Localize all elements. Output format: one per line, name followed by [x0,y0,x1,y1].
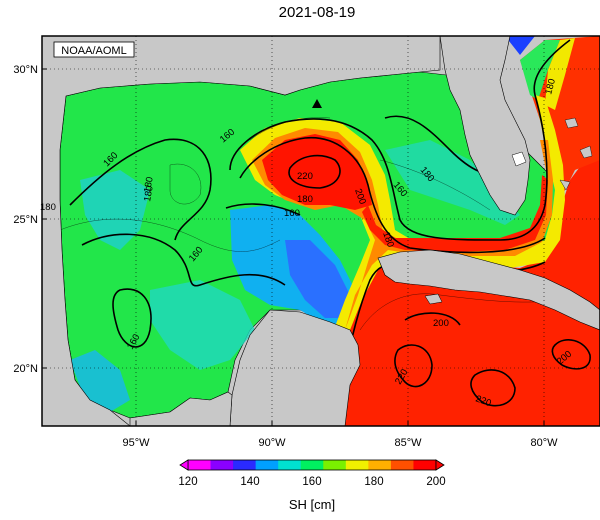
lon-label-85w: 85°W [394,437,422,449]
colorbar-cells [188,460,437,470]
contour-label: 180 [297,194,313,205]
colorbar-cell [345,460,369,470]
contour-label: 220 [474,393,493,409]
contour-160-central [81,233,286,287]
colorbar-cell [188,460,212,470]
contour-180-loop [229,39,571,241]
west-cool-patch [80,170,150,250]
contour-label: 180 [142,185,156,203]
colorbar: 120 140 160 180 200 SH [cm] [178,459,446,512]
bahamas-islands [559,117,593,191]
colorbar-cell [255,460,279,470]
colorbar-cell [368,460,392,470]
colorbar-tick-180: 180 [364,476,383,488]
colorbar-cell [278,460,302,470]
contour-220-east [470,369,516,407]
contour-label: 180 [380,230,396,249]
lat-label-30n: 30°N [13,64,38,76]
triangle-marker [312,99,322,108]
florida-peninsula [439,36,531,216]
atlantic-yellow-band [545,38,575,110]
contour-label: 200 [433,318,449,329]
contour-label: 180 [142,176,156,194]
ne-gulf-teal [385,140,520,225]
colorbar-cell [413,460,437,470]
colorbar-cell [233,460,257,470]
contour-220-cuba-south [394,344,433,388]
cuba-landmass [377,249,600,331]
contour-200-cuba [404,312,461,326]
colorbar-right-arrow [435,459,445,471]
contour-label: 160 [284,208,300,219]
warm-eddy [262,134,372,210]
atlantic-blue-corner [505,36,535,55]
lake-okeechobee [511,151,527,167]
graticule [42,36,600,426]
lon-label-95w: 95°W [122,437,150,449]
colorbar-tick-160: 160 [302,476,321,488]
source-label: NOAA/AOML [61,45,126,57]
source-label-box [53,41,135,58]
colorbar-cell [210,460,234,470]
colorbar-cell [323,460,347,470]
contour-200-east [551,339,591,370]
colorbar-left-arrow [179,459,189,471]
southern-mexico-coast [129,391,233,426]
mexico-landmass [42,36,441,426]
lon-label-90w: 90°W [258,437,286,449]
lat-label-20n: 20°N [13,363,38,375]
colorbar-label: SH [cm] [289,497,335,512]
thin-contours [59,117,561,331]
colorbar-cell [300,460,324,470]
contour-220-eddy [288,154,341,189]
contour-label: 180 [543,78,558,96]
contour-160-west [69,138,212,241]
contour-value-labels: 160 160 180 180 160 180 160 180 160 220 … [40,78,574,410]
colorbar-tick-140: 140 [240,476,259,488]
map-frame [41,35,600,427]
central-cool-core [285,240,350,318]
south-cool-patch [150,280,255,370]
colorbar-tick-200: 200 [426,476,445,488]
contour-160-loop [112,288,152,348]
contour-label: 180 [40,202,56,213]
contour-label: 200 [352,187,368,206]
colorbar-cell [390,460,414,470]
map-title: 2021-08-19 [279,4,356,21]
contour-160-mid [225,203,301,216]
colorbar-tick-120: 120 [178,476,197,488]
tick-marks [42,68,545,426]
lon-label-80w: 80°W [530,437,558,449]
lat-label-25n: 25°N [13,214,38,226]
contour-200-loop [239,136,546,254]
contour-label: 220 [297,171,313,182]
isle-of-youth [424,293,443,305]
